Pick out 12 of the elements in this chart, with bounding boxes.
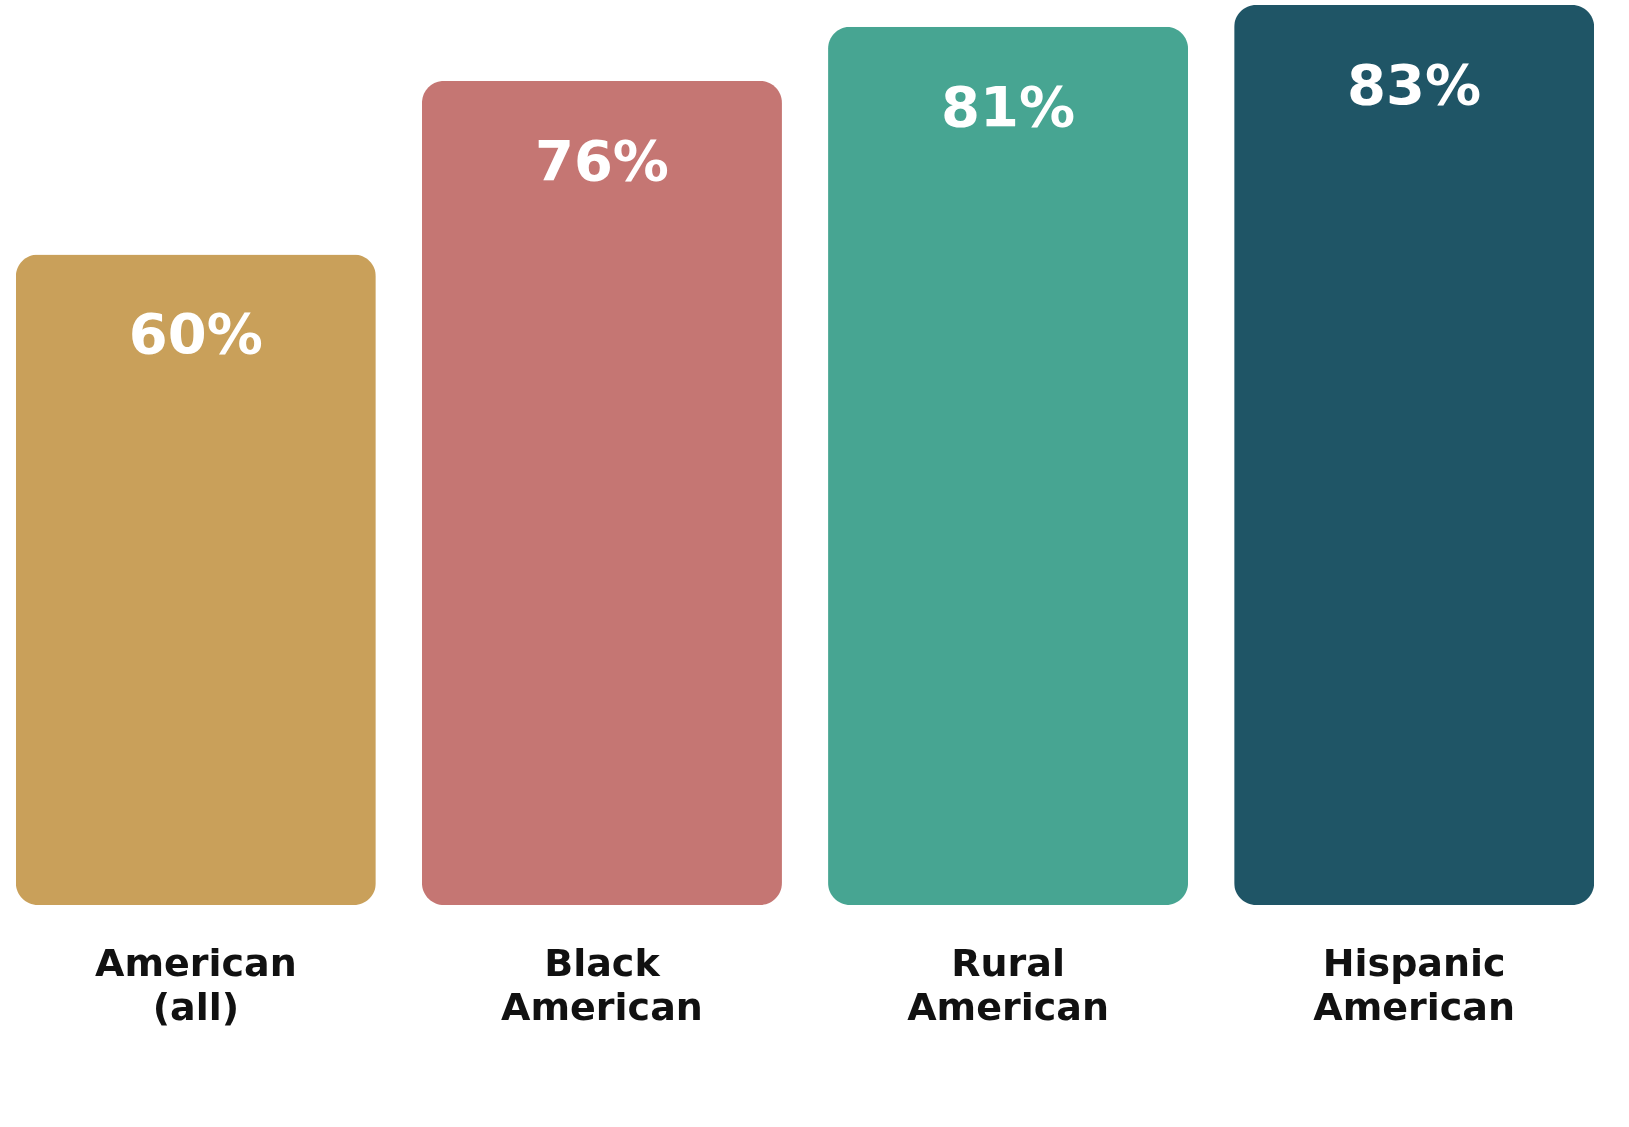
x-tick-label: American (all) bbox=[94, 940, 297, 1029]
bar bbox=[828, 26, 1189, 905]
x-tick-label: Hispanic American bbox=[1313, 940, 1516, 1029]
data-label: 76% bbox=[534, 127, 669, 193]
data-label: 83% bbox=[1347, 52, 1482, 117]
x-tick-label: Rural American bbox=[907, 940, 1109, 1029]
data-label: 60% bbox=[128, 301, 263, 367]
bar bbox=[421, 80, 782, 905]
bar bbox=[15, 254, 376, 905]
data-label: 81% bbox=[941, 73, 1076, 139]
x-tick-label: Black American bbox=[501, 940, 703, 1029]
bar bbox=[1234, 5, 1595, 905]
